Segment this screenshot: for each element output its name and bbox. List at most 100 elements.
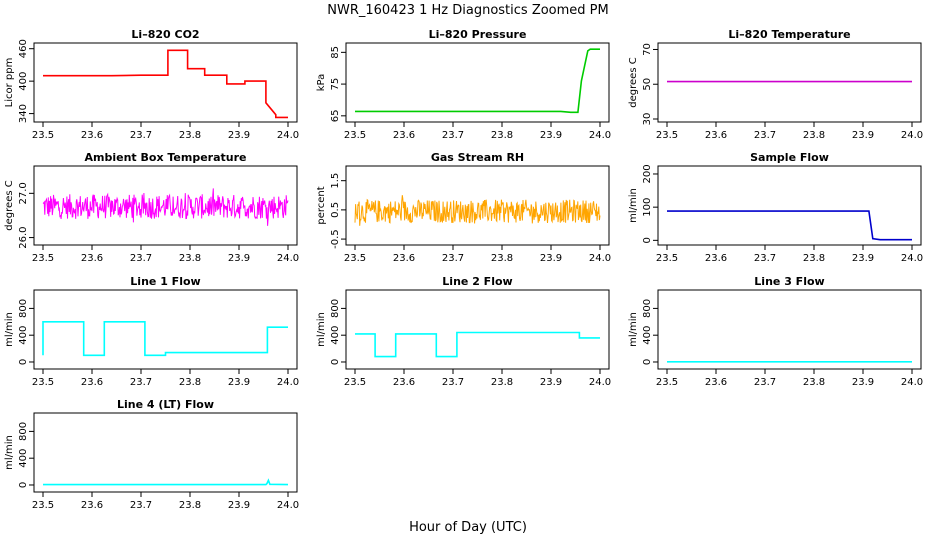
panel-title: Gas Stream RH	[431, 151, 524, 164]
y-axis-label: degrees C	[4, 180, 15, 230]
x-tick-label: 23.8	[491, 253, 513, 264]
y-axis-label: ml/min	[4, 312, 15, 347]
series-line	[42, 188, 289, 226]
y-tick-label: 65	[330, 109, 341, 122]
panel-title: Line 3 Flow	[754, 275, 824, 288]
series-line	[354, 195, 601, 226]
panel-8: Line 2 Flow 23.5 23.6 23.7 23.8 23.9 24.0 0 400 8…	[316, 275, 611, 388]
x-tick-label: 23.8	[803, 130, 825, 141]
x-tick-label: 23.8	[179, 377, 201, 388]
y-tick-label: 0	[642, 359, 653, 365]
y-tick-label: 30	[642, 113, 653, 126]
x-tick-label: 23.9	[228, 130, 250, 141]
x-tick-label: 23.6	[393, 377, 415, 388]
x-tick-label: 23.9	[852, 377, 874, 388]
y-tick-label: 400	[330, 326, 341, 345]
x-tick-label: 23.8	[179, 130, 201, 141]
x-tick-label: 23.9	[228, 500, 250, 511]
plot-frame	[657, 42, 922, 123]
x-tick-label: 23.7	[754, 377, 776, 388]
plot-frame	[33, 289, 298, 370]
x-tick-label: 23.5	[656, 377, 678, 388]
panel-9: Line 3 Flow 23.5 23.6 23.7 23.8 23.9 24.0 0 400 8…	[628, 275, 923, 388]
x-tick-label: 23.7	[130, 377, 152, 388]
figure-title: NWR_160423 1 Hz Diagnostics Zoomed PM	[327, 3, 609, 18]
panel-10: Line 4 (LT) Flow 23.5 23.6 23.7 23.8 23.9 24.0…	[4, 398, 299, 511]
x-tick-label: 24.0	[589, 253, 611, 264]
y-tick-label: 800	[18, 422, 29, 441]
y-tick-label: 85	[330, 46, 341, 59]
panel-title: Line 2 Flow	[442, 275, 512, 288]
x-tick-label: 23.9	[228, 377, 250, 388]
x-tick-label: 24.0	[277, 253, 299, 264]
x-tick-label: 23.8	[803, 377, 825, 388]
plot-frame	[345, 289, 610, 370]
x-tick-label: 23.7	[442, 253, 464, 264]
y-tick-label: 400	[18, 449, 29, 468]
y-tick-label: 0	[642, 237, 653, 243]
x-tick-label: 23.6	[81, 253, 103, 264]
x-tick-label: 23.7	[130, 130, 152, 141]
x-tick-label: 23.6	[705, 130, 727, 141]
x-tick-label: 23.7	[130, 500, 152, 511]
y-tick-label: 1.5	[330, 173, 341, 189]
x-tick-label: 23.9	[540, 377, 562, 388]
y-tick-label: 0	[330, 359, 341, 365]
y-axis-label: Licor ppm	[4, 58, 15, 108]
plot-frame	[33, 165, 298, 246]
series-line	[667, 210, 912, 241]
x-tick-label: 23.6	[393, 253, 415, 264]
y-tick-label: -0.5	[330, 229, 341, 249]
figure-x-label: Hour of Day (UTC)	[409, 520, 527, 535]
x-tick-label: 23.9	[540, 253, 562, 264]
x-tick-label: 23.8	[491, 377, 513, 388]
y-tick-label: 75	[330, 78, 341, 91]
x-tick-label: 24.0	[277, 500, 299, 511]
panel-4: Ambient Box Temperature 23.5 23.6 23.7 23.8 2…	[4, 151, 299, 264]
x-tick-label: 24.0	[277, 130, 299, 141]
x-tick-label: 23.6	[81, 377, 103, 388]
x-tick-label: 23.5	[32, 377, 54, 388]
x-tick-label: 24.0	[901, 130, 923, 141]
y-tick-label: 27.0	[18, 182, 29, 204]
x-tick-label: 23.5	[656, 130, 678, 141]
x-tick-label: 23.5	[32, 130, 54, 141]
series-line	[43, 49, 288, 119]
y-tick-label: 800	[330, 299, 341, 318]
y-tick-label: 400	[18, 72, 29, 91]
plot-frame	[33, 412, 298, 493]
y-tick-label: 400	[642, 326, 653, 345]
x-tick-label: 23.8	[179, 253, 201, 264]
y-tick-label: 200	[642, 164, 653, 183]
panel-5: Gas Stream RH 23.5 23.6 23.7 23.8 23.9 24.0 -0.…	[316, 151, 611, 264]
plot-frame	[33, 42, 298, 123]
x-tick-label: 23.9	[540, 130, 562, 141]
plot-frame	[657, 165, 922, 246]
x-tick-label: 23.6	[81, 130, 103, 141]
x-tick-label: 23.6	[393, 130, 415, 141]
x-tick-label: 24.0	[589, 377, 611, 388]
x-tick-label: 23.7	[442, 377, 464, 388]
y-axis-label: kPa	[316, 74, 327, 92]
x-tick-label: 24.0	[277, 377, 299, 388]
x-tick-label: 23.9	[852, 130, 874, 141]
panel-title: Line 4 (LT) Flow	[117, 398, 214, 411]
x-tick-label: 23.5	[656, 253, 678, 264]
panel-title: Sample Flow	[750, 151, 829, 164]
x-tick-label: 23.8	[491, 130, 513, 141]
panel-title: Ambient Box Temperature	[85, 151, 247, 164]
y-tick-label: 70	[642, 43, 653, 56]
y-axis-label: ml/min	[628, 188, 639, 223]
x-tick-label: 23.6	[81, 500, 103, 511]
y-tick-label: 800	[642, 299, 653, 318]
y-tick-label: 800	[18, 299, 29, 318]
x-tick-label: 23.5	[344, 130, 366, 141]
panel-1: Li–820 CO2 23.5 23.6 23.7 23.8 23.9 24.0 340 400…	[4, 28, 299, 141]
x-tick-label: 23.9	[228, 253, 250, 264]
y-tick-label: 50	[642, 78, 653, 91]
panel-7: Line 1 Flow 23.5 23.6 23.7 23.8 23.9 24.0 0 400 8…	[4, 275, 299, 388]
x-tick-label: 24.0	[589, 130, 611, 141]
plot-frame	[657, 289, 922, 370]
panel-2: Li–820 Pressure 23.5 23.6 23.7 23.8 23.9 24.0 6…	[316, 28, 611, 141]
plot-frame	[345, 165, 610, 246]
